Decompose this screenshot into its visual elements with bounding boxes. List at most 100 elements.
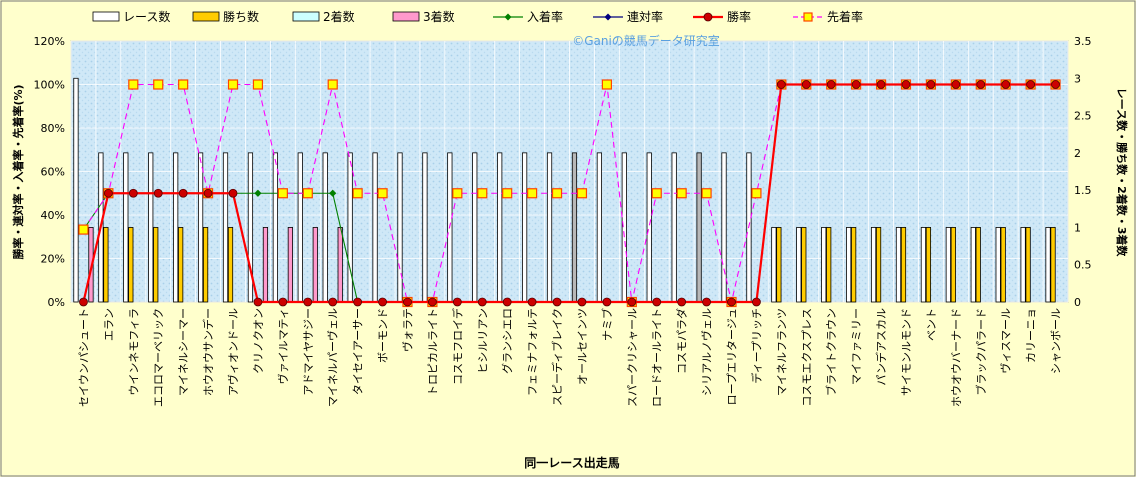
x-tick-label-28: マイネルフランツ xyxy=(775,308,788,396)
x-axis-label: 同一レース出走馬 xyxy=(524,455,619,470)
legend-label-3-: 3着数 xyxy=(423,9,455,24)
point---6 xyxy=(228,188,238,198)
x-tick-label-35: ホウオウバーナード xyxy=(950,308,963,407)
x-tick-label-16: ヒシルリアン xyxy=(476,308,489,374)
x-tick-label-7: クリノクオン xyxy=(252,308,265,374)
x-tick-label-14: トロピカルライト xyxy=(426,308,439,396)
bar-3--7 xyxy=(262,227,269,303)
y-right-tick-label: 3.5 xyxy=(1074,35,1092,48)
point---3 xyxy=(153,188,163,198)
point---13 xyxy=(403,297,412,307)
x-tick-label-10: マイネルパーヴェル xyxy=(326,308,340,407)
bar---18 xyxy=(522,152,528,303)
bar---39 xyxy=(1045,227,1051,303)
bar---6 xyxy=(222,152,229,303)
point---8 xyxy=(277,188,288,199)
legend-label--: 連対率 xyxy=(627,9,663,24)
point---7 xyxy=(252,79,264,90)
x-tick-label-8: ヴァイルマティ xyxy=(276,308,290,384)
point---25 xyxy=(701,188,712,199)
point---14 xyxy=(428,297,437,307)
x-tick-label-36: ブラックパラード xyxy=(974,308,988,395)
x-tick-label-34: ベント xyxy=(925,308,938,341)
legend-marker xyxy=(604,13,612,21)
legend-label--: 入着率 xyxy=(527,9,563,24)
bar---35 xyxy=(945,227,951,303)
bar-3--10 xyxy=(337,227,343,303)
bar---24 xyxy=(671,152,677,303)
point---34 xyxy=(926,80,936,89)
bar---13 xyxy=(397,152,403,303)
bar---31 xyxy=(851,227,857,303)
point---33 xyxy=(901,80,911,89)
x-tick-label-1: エラン xyxy=(102,308,115,341)
bars xyxy=(73,77,1056,303)
bar---38 xyxy=(1020,227,1026,303)
x-tick-label-12: ボーモンド xyxy=(377,308,390,363)
legend-marker xyxy=(504,13,512,21)
bar---30 xyxy=(826,227,832,303)
bar---3 xyxy=(148,152,154,303)
bar---34 xyxy=(920,227,927,303)
x-tick-label-6: アヴィオンドール xyxy=(226,308,240,396)
x-tick-label-5: ホウオウサンデー xyxy=(201,308,215,396)
x-tick-label-26: ロープエリタージュ xyxy=(726,308,739,405)
bar---23 xyxy=(646,152,652,303)
bar---38 xyxy=(1025,227,1031,303)
x-tick-label-38: カリーニョ xyxy=(1025,308,1038,363)
y-left-tick-label: 40% xyxy=(41,209,65,222)
point---10 xyxy=(329,189,337,197)
point---1 xyxy=(103,188,113,198)
bar---9 xyxy=(297,152,303,303)
bar---5 xyxy=(202,227,209,303)
bar---10 xyxy=(322,152,328,303)
x-tick-label-27: ディープリッチ xyxy=(749,308,763,384)
x-tick-label-32: パンデアスカル xyxy=(874,308,888,386)
bar---28 xyxy=(776,227,782,303)
point---20 xyxy=(576,188,588,199)
bar---28 xyxy=(771,227,777,303)
point---9 xyxy=(303,297,313,307)
x-tick-label-2: ウインネモフィラ xyxy=(127,308,140,396)
point---16 xyxy=(477,297,487,307)
x-tick-label-24: コスモパラダ xyxy=(675,308,689,374)
point---12 xyxy=(378,297,387,307)
bar---17 xyxy=(497,152,503,303)
bar---31 xyxy=(846,227,852,303)
bar---4 xyxy=(173,152,179,303)
x-tick-label-37: ヴィスマール xyxy=(999,308,1013,374)
point---30 xyxy=(826,80,836,89)
point---37 xyxy=(1001,80,1011,89)
point---7 xyxy=(253,297,263,307)
point---27 xyxy=(752,297,761,307)
line-- xyxy=(83,83,1056,303)
x-tick-label-13: ヴォラテ xyxy=(400,308,414,352)
line-- xyxy=(82,83,1056,304)
point---19 xyxy=(551,188,563,199)
y-right-tick-label: 0 xyxy=(1074,296,1081,309)
point---10 xyxy=(327,79,338,90)
bar---33 xyxy=(895,227,902,303)
x-tick-label-17: グランシエロ xyxy=(500,308,514,374)
bar---36 xyxy=(975,227,981,303)
point---27 xyxy=(751,188,762,199)
bar---25 xyxy=(696,152,702,303)
bar---34 xyxy=(925,227,932,303)
bar---14 xyxy=(422,152,428,303)
point---15 xyxy=(452,297,462,307)
legend-swatch-- xyxy=(192,11,220,22)
x-tick-label-11: タイセイアーサー xyxy=(352,308,365,395)
point---6 xyxy=(227,79,239,90)
y-right-tick-label: 3 xyxy=(1074,72,1081,85)
x-tick-label-20: オールセインツ xyxy=(576,308,589,385)
legend-label--: 先着率 xyxy=(827,9,863,24)
point---16 xyxy=(477,188,488,199)
point---3 xyxy=(153,79,164,90)
bar---21 xyxy=(596,152,602,303)
bar---32 xyxy=(870,227,877,303)
point---10 xyxy=(328,297,338,307)
bar---32 xyxy=(875,227,882,303)
bar---12 xyxy=(372,152,378,303)
x-tick-label-3: エコロマーベリック xyxy=(152,308,165,407)
